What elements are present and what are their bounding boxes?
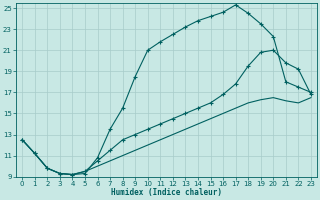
- X-axis label: Humidex (Indice chaleur): Humidex (Indice chaleur): [111, 188, 222, 197]
